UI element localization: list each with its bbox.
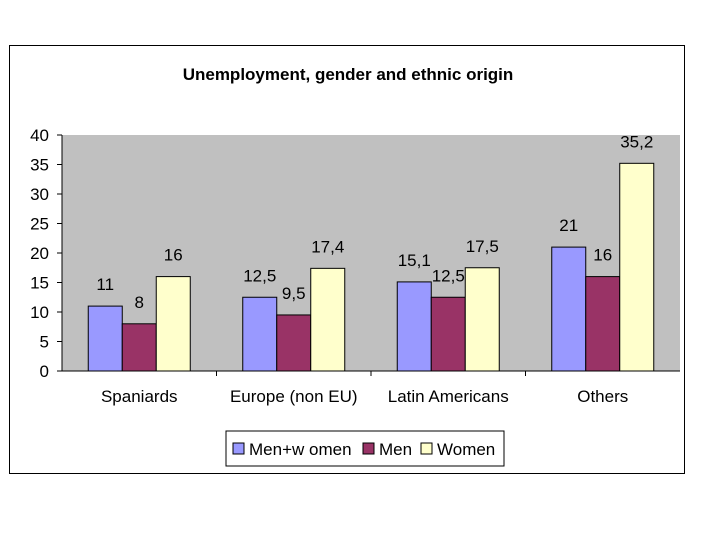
data-label: 35,2 xyxy=(620,132,653,151)
x-tick-label: Others xyxy=(577,387,628,406)
x-tick-label: Spaniards xyxy=(101,387,178,406)
data-label: 12,5 xyxy=(243,266,276,285)
bar xyxy=(121,323,157,372)
bar-chart: Unemployment, gender and ethnic origin 0… xyxy=(30,65,680,467)
y-tick-label: 25 xyxy=(30,215,49,234)
data-label: 12,5 xyxy=(432,266,465,285)
data-label: 8 xyxy=(135,293,144,312)
bar xyxy=(276,314,312,372)
data-label: 21 xyxy=(559,216,578,235)
y-tick-label: 35 xyxy=(30,156,49,175)
bar xyxy=(430,296,466,372)
y-tick-label: 5 xyxy=(40,333,49,352)
bar xyxy=(242,296,278,372)
chart-frame: Unemployment, gender and ethnic origin 0… xyxy=(9,45,685,474)
y-tick-label: 10 xyxy=(30,303,49,322)
chart-title: Unemployment, gender and ethnic origin xyxy=(183,65,514,84)
data-label: 16 xyxy=(164,246,183,265)
data-label: 17,4 xyxy=(311,237,344,256)
data-label: 16 xyxy=(593,246,612,265)
bar xyxy=(155,276,191,372)
bar xyxy=(310,267,346,372)
legend-label: Women xyxy=(437,440,495,459)
bar xyxy=(396,281,432,372)
legend-label: Men+w omen xyxy=(249,440,352,459)
data-label: 11 xyxy=(96,275,114,294)
data-label: 9,5 xyxy=(282,284,306,303)
legend-swatch xyxy=(232,442,245,455)
data-label: 15,1 xyxy=(398,251,431,270)
legend-swatch xyxy=(362,442,375,455)
bar xyxy=(87,305,123,372)
legend-label: Men xyxy=(379,440,412,459)
bar xyxy=(551,246,587,372)
legend-swatch xyxy=(420,442,433,455)
bar xyxy=(619,162,655,372)
y-tick-label: 20 xyxy=(30,244,49,263)
bar xyxy=(585,276,621,372)
y-tick-label: 30 xyxy=(30,185,49,204)
y-tick-label: 0 xyxy=(40,362,49,381)
y-tick-label: 15 xyxy=(30,274,49,293)
y-tick-label: 40 xyxy=(30,126,49,145)
x-tick-label: Europe (non EU) xyxy=(230,387,358,406)
x-tick-label: Latin Americans xyxy=(388,387,509,406)
bar xyxy=(464,267,500,372)
data-label: 17,5 xyxy=(466,237,499,256)
